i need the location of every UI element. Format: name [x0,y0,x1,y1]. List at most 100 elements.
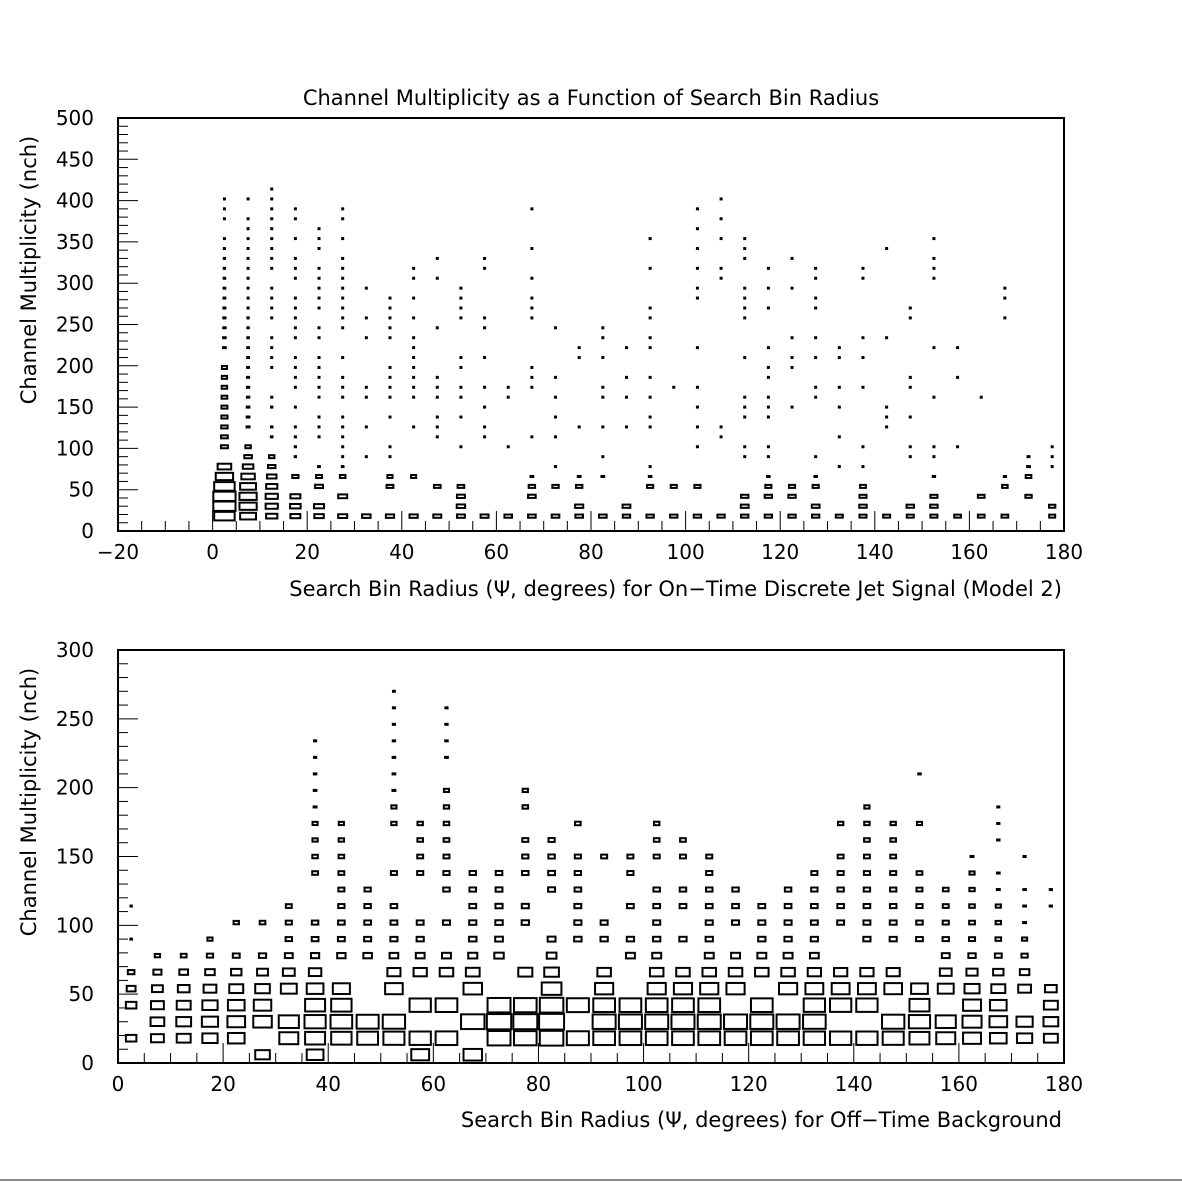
bottom-bin-mark [908,997,931,1013]
bottom-bin-mark [938,967,953,977]
top-bin-mark [317,237,321,241]
top-bin-mark [459,395,463,399]
top-bin-mark [669,483,678,489]
top-bin-mark [341,435,345,439]
top-bin-mark [1026,465,1031,469]
bottom-bin-mark [391,722,397,726]
top-bin-mark [648,316,652,320]
bottom-bin-mark [309,952,321,960]
bottom-bin-mark [626,853,635,860]
top-bin-mark [739,503,750,509]
top-bin-mark [293,425,297,429]
bottom-bin-mark [704,919,714,926]
top-bin-mark [1024,473,1033,479]
top-bin-mark [574,503,585,509]
top-bin-mark [1003,296,1007,300]
bottom-bin-mark [494,919,504,926]
top-bin-mark [317,465,321,469]
top-bin-mark [554,435,558,439]
bottom-bin-mark [940,952,951,960]
top-bin-mark [554,395,558,399]
top-bin-mark [601,326,605,330]
top-bin-mark [932,276,936,280]
top-bin-mark [222,286,227,290]
bottom-bin-mark [389,919,399,926]
bottom-bin-mark [697,1030,722,1047]
top-bin-mark [220,434,229,440]
top-bin-mark [787,513,797,519]
bottom-bin-mark [254,1049,271,1061]
top-bin-mark [574,513,584,519]
bottom-bin-mark [703,951,715,960]
bottom-bin-mark [283,952,294,960]
top-bin-mark [837,435,841,439]
bottom-bin-mark [644,1030,669,1047]
bottom-bin-mark [565,997,590,1014]
top-bin-mark [364,425,368,429]
bottom-bin-mark [862,886,872,893]
bottom-bin-mark [996,821,1001,825]
chart-title: Channel Multiplicity as a Function of Se… [303,86,879,110]
bottom-bin-mark [521,837,530,843]
bottom-bin-mark [802,997,827,1013]
bottom-bin-mark [965,967,979,977]
top-bin-mark [341,455,345,459]
bottom-bin-mark [862,919,872,926]
top-bin-mark [763,493,774,499]
bottom-bin-mark [783,935,793,943]
top-bin-mark [861,336,865,340]
top-bin-mark [364,336,368,340]
top-bin-mark [648,465,652,469]
bottom-bin-mark [644,997,669,1013]
top-bin-mark [695,445,699,449]
bottom-bin-mark [757,902,767,910]
bottom-bin-mark [968,936,977,942]
top-bin-mark [246,316,250,320]
top-bin-mark [577,346,581,350]
top-bin-mark [364,286,368,290]
bottom-bin-mark [547,837,556,843]
top-bin-mark [341,425,345,429]
top-bin-mark [1026,455,1031,459]
top-bin-mark [932,256,936,260]
top-bin-mark [246,365,251,369]
bottom-bin-mark [175,1032,192,1044]
bottom-bin-mark [701,966,718,978]
bottom-y-tick-label: 150 [56,845,94,869]
top-bin-mark [270,346,274,350]
bottom-bin-mark [704,935,714,943]
bottom-bin-mark [464,966,481,978]
top-bin-mark [787,483,797,489]
bottom-bin-mark [149,1033,165,1044]
top-bin-mark [577,425,581,429]
bottom-bin-mark [679,837,687,843]
top-bin-mark [293,207,297,211]
top-bin-mark [766,395,770,399]
bottom-bin-mark [644,1013,670,1030]
top-bin-mark [341,375,345,379]
bottom-bin-mark [468,902,478,910]
bottom-bin-mark [356,1030,380,1046]
top-bin-mark [240,472,256,481]
top-bin-mark [861,356,865,360]
top-bin-mark [269,425,274,429]
top-bin-mark [293,326,297,330]
top-bin-mark [432,513,443,519]
top-bin-mark [341,276,345,280]
top-bin-mark [695,405,699,409]
bottom-bin-mark [1048,888,1053,892]
top-bin-mark [293,356,297,360]
bottom-bin-mark [462,1047,483,1062]
top-bin-mark [814,395,818,399]
top-bin-mark [412,266,416,270]
bottom-bin-mark [968,919,976,926]
bottom-bin-mark [312,755,318,759]
top-x-axis-label: Search Bin Radius (Ψ, degrees) for On−Ti… [289,577,1062,601]
bottom-bin-mark [1017,983,1032,994]
bottom-bin-mark [442,820,451,827]
top-bin-mark [908,455,912,459]
bottom-bin-mark [888,919,898,926]
top-bin-mark [317,435,321,439]
top-bin-mark [1003,316,1007,320]
top-bin-mark [764,483,773,489]
